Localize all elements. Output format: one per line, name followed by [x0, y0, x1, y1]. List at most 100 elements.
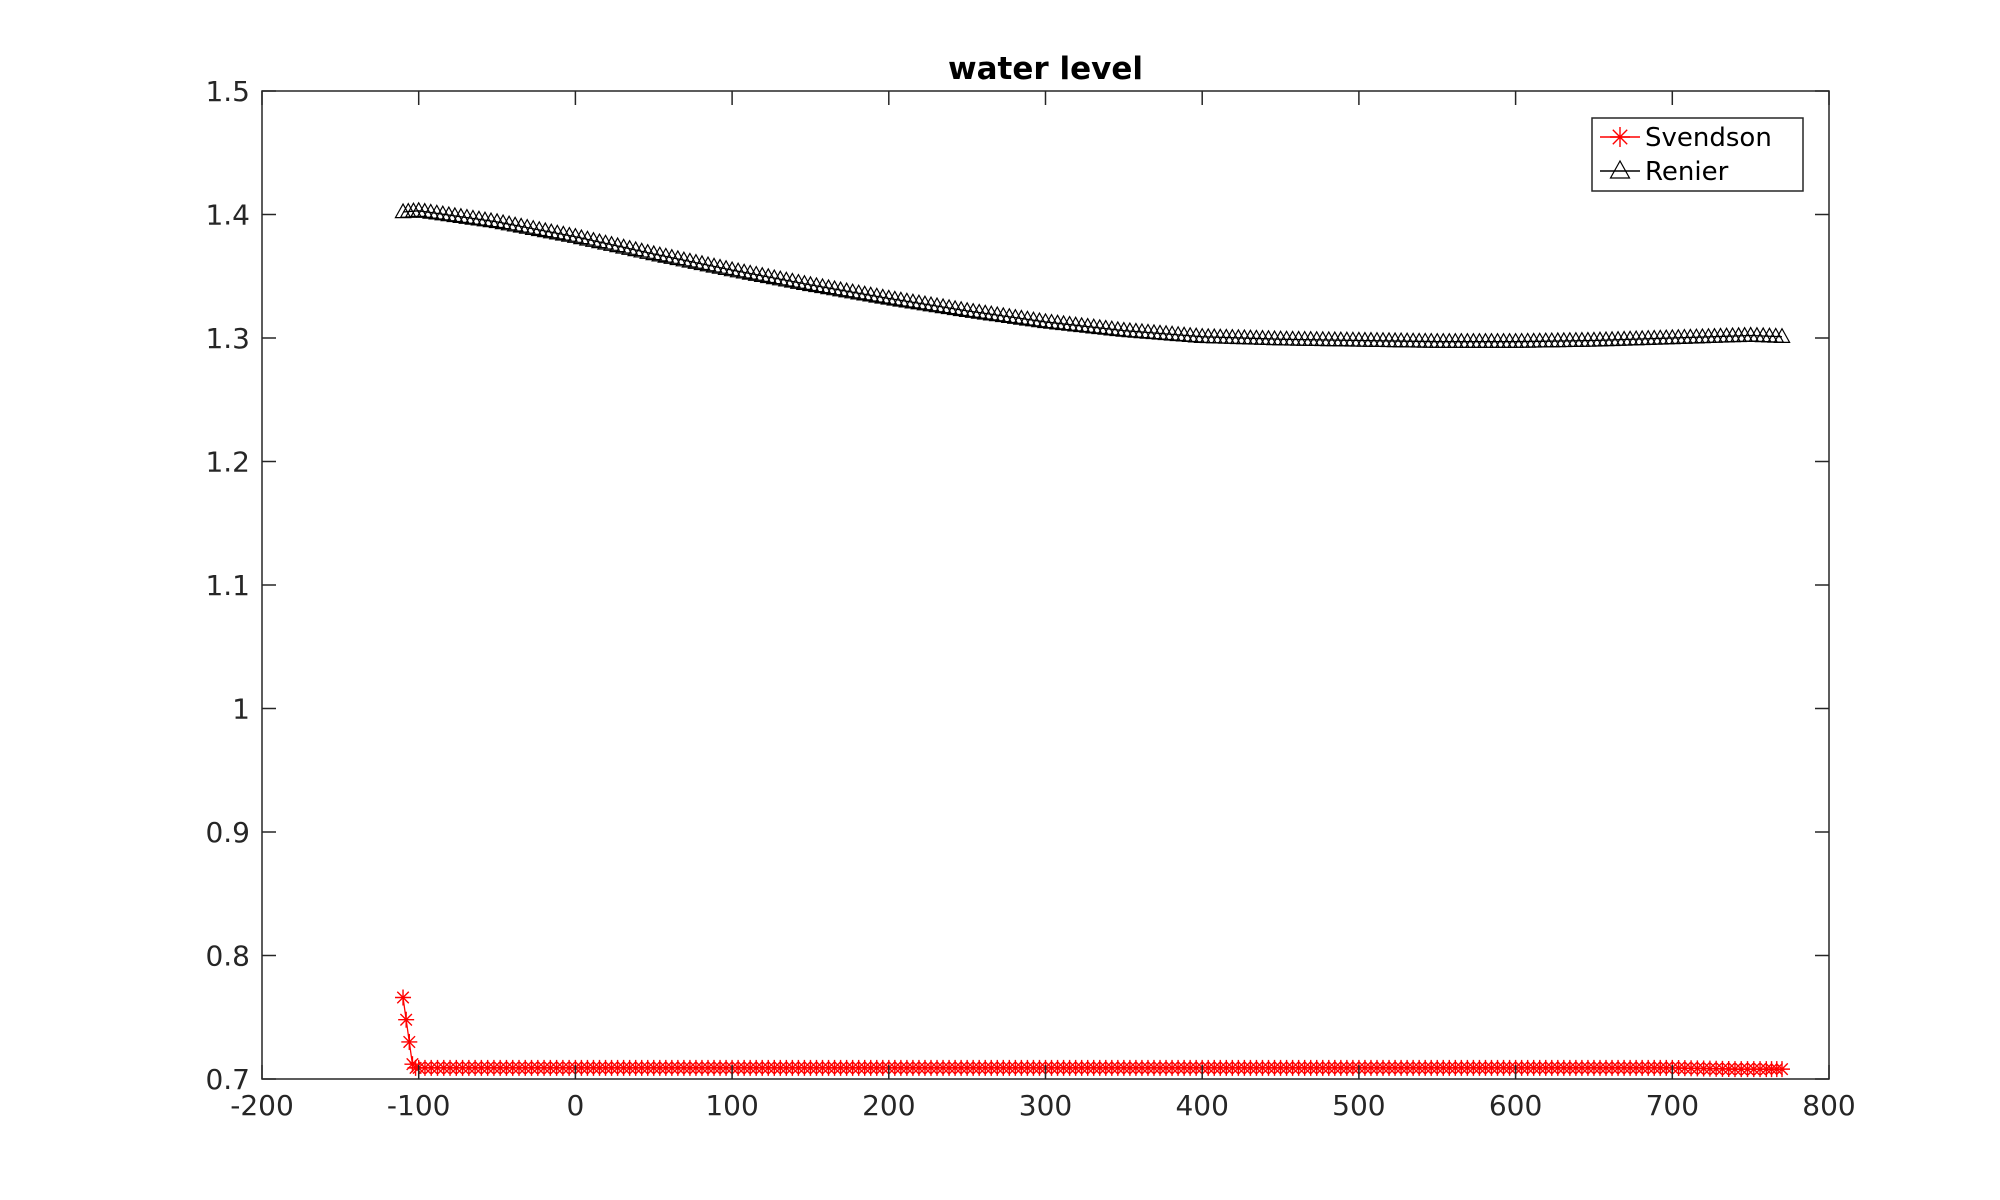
- data-point-svendson: [1773, 1061, 1790, 1078]
- data-point-renier: [410, 201, 428, 217]
- data-point-renier: [868, 287, 886, 303]
- y-tick-label: 1.3: [205, 322, 250, 355]
- data-point-renier: [1085, 318, 1103, 334]
- data-point-renier: [862, 286, 880, 302]
- data-point-svendson: [395, 989, 412, 1006]
- y-tick-label: 0.9: [205, 816, 250, 849]
- data-point-renier: [1073, 316, 1091, 333]
- ticks-layer: -200 -100 0 100 200 300 400 500 600 700 800 0.7 0.8 0…: [205, 75, 1855, 1122]
- data-point-renier: [789, 273, 808, 289]
- data-point-renier: [536, 221, 554, 238]
- x-tick-label: 200: [862, 1089, 915, 1122]
- data-point-renier: [621, 239, 639, 255]
- y-tick-label: 1.1: [205, 569, 250, 602]
- data-point-renier: [705, 257, 723, 273]
- y-tick-label: 0.7: [205, 1063, 250, 1096]
- data-point-renier: [916, 294, 934, 311]
- data-point-renier: [807, 276, 826, 293]
- data-point-renier: [850, 284, 868, 300]
- data-point-renier: [994, 306, 1012, 323]
- data-point-renier: [771, 269, 789, 286]
- data-point-renier: [590, 232, 609, 249]
- data-point-renier: [434, 204, 452, 221]
- legend-item-svendson: Svendson: [1600, 123, 1772, 153]
- data-point-renier: [735, 263, 753, 279]
- x-tick-label: -200: [230, 1089, 294, 1122]
- data-point-renier: [819, 278, 838, 295]
- data-point-renier: [934, 297, 952, 314]
- data-point-renier: [880, 289, 898, 305]
- x-tick-label: 500: [1332, 1089, 1385, 1122]
- data-point-renier: [982, 305, 1000, 321]
- data-point-renier: [602, 235, 621, 251]
- data-point-renier: [1024, 311, 1043, 327]
- data-point-renier: [645, 244, 663, 261]
- data-point-renier: [813, 277, 832, 294]
- data-point-renier: [681, 252, 699, 268]
- x-tick-label: 700: [1646, 1089, 1699, 1122]
- data-point-renier: [711, 258, 729, 274]
- data-point-renier: [512, 217, 530, 233]
- data-point-renier: [753, 266, 771, 282]
- asterisk-stroke: [1612, 129, 1628, 145]
- asterisk-stroke: [396, 991, 410, 1004]
- data-point-renier: [831, 280, 850, 297]
- data-point-renier: [1097, 319, 1115, 335]
- data-point-renier: [566, 227, 585, 243]
- legend-label: Renier: [1645, 157, 1729, 187]
- data-point-renier: [1079, 317, 1097, 333]
- data-point-renier: [874, 288, 892, 304]
- data-point-renier: [1054, 314, 1073, 331]
- y-tick-label: 1.5: [205, 75, 250, 108]
- x-tick-label: 0: [566, 1089, 584, 1122]
- data-point-renier: [446, 206, 464, 223]
- data-point-renier: [494, 213, 512, 230]
- data-point-renier: [422, 203, 440, 219]
- data-point-svendson: [401, 1033, 418, 1050]
- data-point-renier: [687, 253, 705, 269]
- data-point-renier: [783, 272, 801, 288]
- data-point-renier: [892, 291, 910, 307]
- x-tick-label: 100: [705, 1089, 758, 1122]
- data-point-renier: [482, 211, 500, 228]
- series-renier: [394, 201, 1791, 348]
- data-point-renier: [428, 204, 446, 220]
- legend-items: Svendson Renier: [1600, 123, 1772, 187]
- data-point-renier: [1773, 327, 1791, 343]
- data-point-renier: [1060, 315, 1079, 331]
- data-point-renier: [856, 285, 874, 301]
- data-point-renier: [928, 296, 946, 313]
- data-point-renier: [904, 293, 922, 309]
- data-point-renier: [476, 210, 494, 227]
- data-point-renier: [976, 304, 994, 320]
- data-point-renier: [837, 281, 856, 298]
- data-point-renier: [958, 301, 976, 318]
- data-point-renier: [777, 271, 795, 287]
- data-point-renier: [669, 249, 687, 266]
- data-point-renier: [506, 216, 524, 232]
- data-point-renier: [542, 222, 560, 239]
- data-point-renier: [627, 240, 645, 257]
- legend: Svendson Renier: [1591, 117, 1804, 192]
- data-point-renier: [614, 238, 633, 254]
- data-point-renier: [1067, 316, 1085, 332]
- x-tick-label: 300: [1019, 1089, 1072, 1122]
- data-point-renier: [440, 205, 458, 222]
- data-point-renier: [633, 242, 651, 258]
- legend-label: Svendson: [1645, 123, 1772, 153]
- data-point-renier: [970, 303, 988, 319]
- data-point-renier: [922, 295, 940, 312]
- data-point-renier: [1048, 314, 1067, 330]
- data-point-renier: [952, 300, 970, 317]
- data-point-renier: [500, 214, 518, 231]
- data-point-renier: [651, 246, 669, 262]
- data-point-renier: [886, 290, 904, 306]
- legend-marker-triangle: [1609, 159, 1631, 179]
- data-point-renier: [717, 259, 735, 276]
- data-point-renier: [1109, 320, 1127, 337]
- y-tick-label: 1: [232, 693, 250, 726]
- data-point-renier: [1000, 307, 1018, 324]
- data-point-renier: [795, 274, 814, 290]
- data-point-renier: [825, 279, 844, 296]
- data-point-renier: [723, 260, 741, 277]
